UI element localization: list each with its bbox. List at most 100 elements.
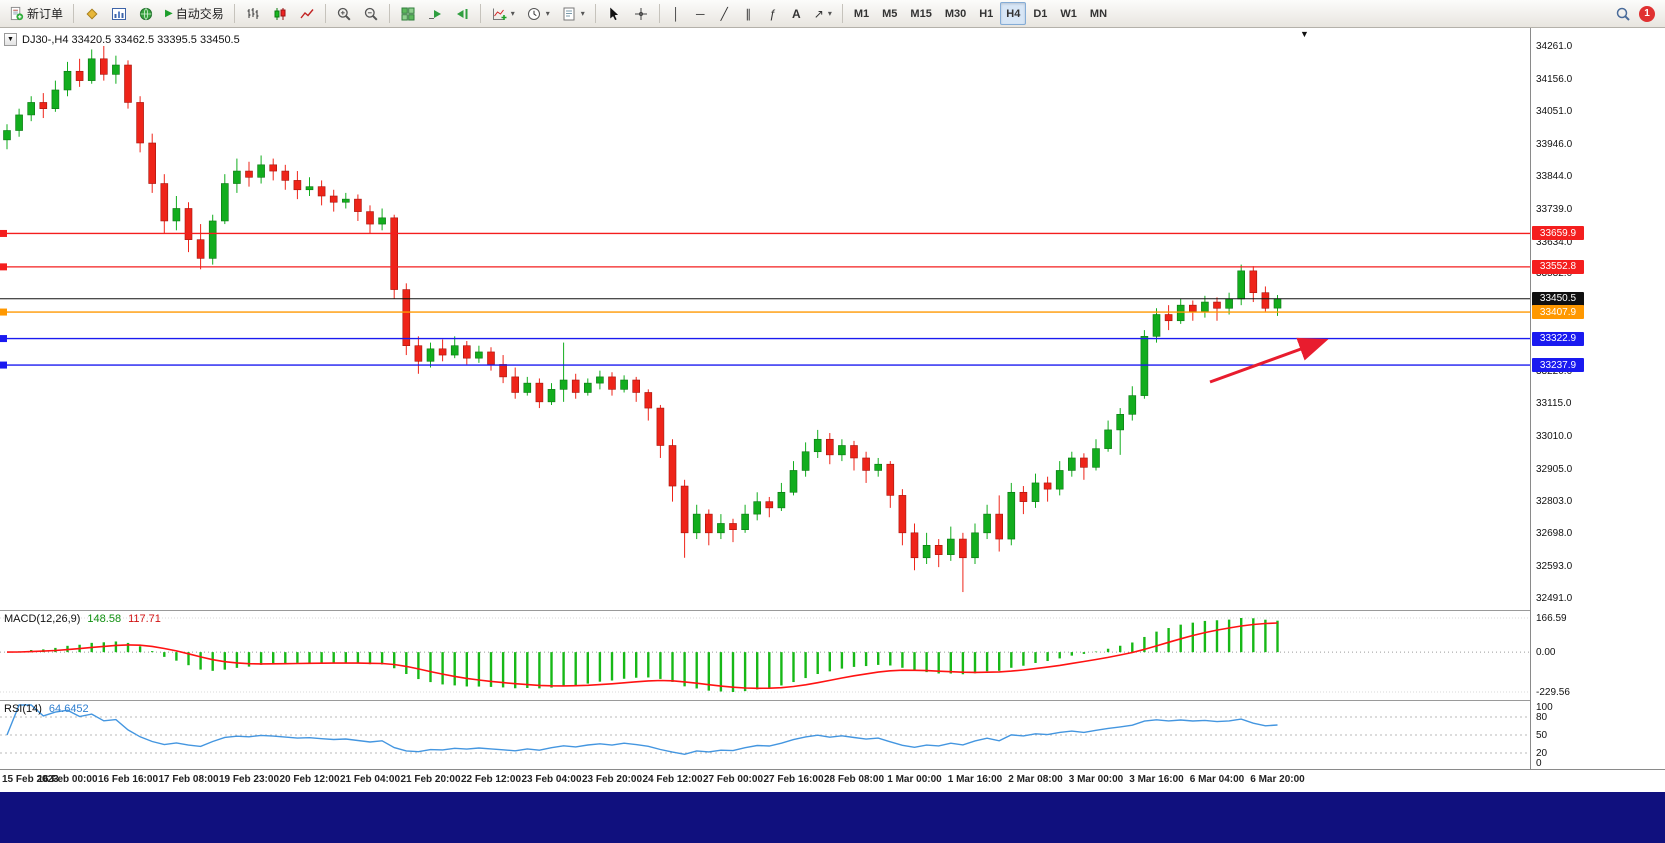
autotrading-button[interactable]: ▶ 自动交易	[160, 2, 229, 25]
bar-chart-button[interactable]	[240, 2, 266, 25]
timeframe-m15[interactable]: M15	[904, 2, 937, 25]
candle-down	[571, 379, 580, 393]
candle-up	[801, 451, 810, 471]
rsi-axis: 100 80 50 20 0	[1531, 702, 1665, 769]
macd-axis: 166.59 0.00 -229.56	[1531, 611, 1665, 701]
data-window-button[interactable]	[106, 2, 132, 25]
symbol-dropdown-button[interactable]: ▼	[4, 33, 17, 46]
price-tick: 33634.0	[1536, 236, 1573, 248]
price-tick: 33115.0	[1536, 398, 1572, 410]
candle-down	[656, 407, 665, 446]
time-axis-label: 3 Mar 00:00	[1068, 774, 1124, 785]
equidistant-channel-button[interactable]: ∥	[737, 2, 760, 25]
candle-up	[1273, 298, 1282, 309]
trend-arrow-annotation[interactable]	[1209, 337, 1329, 384]
dropdown-icon: ▾	[545, 9, 550, 18]
search-icon	[1616, 7, 1630, 21]
time-axis-label: 6 Mar 04:00	[1189, 774, 1245, 785]
candle-up	[813, 438, 822, 453]
chart-shift-marker[interactable]: ▼	[1300, 29, 1309, 39]
market-watch-button[interactable]	[79, 2, 105, 25]
timeframe-m5[interactable]: M5	[876, 2, 903, 25]
macd-header: MACD(12,26,9) 148.58 117.71	[4, 613, 161, 625]
timeframe-d1[interactable]: D1	[1027, 2, 1053, 25]
candle-down	[1019, 491, 1028, 502]
price-tick: 34261.0	[1536, 41, 1573, 52]
price-tick: 32491.0	[1536, 593, 1573, 604]
timeframe-mn[interactable]: MN	[1084, 2, 1113, 25]
zoom-in-button[interactable]	[331, 2, 357, 25]
ohlc-bars-icon	[247, 7, 259, 19]
candle-down	[487, 351, 495, 365]
zoom-out-button[interactable]	[358, 2, 384, 25]
candle-down	[100, 58, 108, 75]
rsi-axis-label: 50	[1536, 730, 1548, 741]
timeframe-h1[interactable]: H1	[973, 2, 999, 25]
toolbar-separator	[73, 4, 75, 23]
auto-scroll-icon	[428, 9, 441, 19]
time-axis-label: 19 Feb 23:00	[218, 774, 280, 785]
panel-divider[interactable]	[0, 700, 1665, 701]
candle-up	[692, 513, 701, 534]
hline-left-marker	[0, 361, 7, 369]
indicators-button[interactable]: ▾	[486, 2, 520, 25]
time-axis-label: 6 Mar 20:00	[1250, 774, 1305, 785]
candle-up	[777, 491, 786, 509]
candle-down	[462, 345, 471, 359]
trendline-button[interactable]: ╱	[713, 2, 736, 25]
channel-icon: ∥	[745, 6, 752, 21]
notification-badge[interactable]: 1	[1639, 5, 1655, 22]
vertical-line-button[interactable]: │	[665, 2, 688, 25]
rsi-axis-label: 20	[1536, 748, 1548, 759]
horizontal-line-button[interactable]: ─	[689, 2, 712, 25]
timeframe-w1[interactable]: W1	[1054, 2, 1083, 25]
price-level-box-33237.9: 33237.9	[1532, 358, 1584, 373]
chart-shift-button[interactable]	[449, 2, 475, 25]
candle-down	[1213, 301, 1221, 309]
crosshair-button[interactable]	[628, 2, 654, 25]
candle-down	[269, 164, 278, 172]
candle-down	[329, 195, 338, 203]
hline-left-marker	[0, 263, 7, 271]
candle-up	[27, 102, 36, 116]
fibonacci-button[interactable]: ƒ	[761, 2, 784, 25]
crosshair-icon	[634, 7, 647, 20]
tile-windows-button[interactable]	[395, 2, 421, 25]
candle-up	[1140, 336, 1149, 396]
globe-icon	[139, 7, 153, 20]
macd-plot[interactable]	[0, 611, 1530, 699]
candle-up	[1128, 395, 1137, 415]
templates-button[interactable]: ▾	[556, 2, 590, 25]
candlestick-plot[interactable]	[0, 28, 1530, 610]
cursor-button[interactable]	[601, 2, 627, 25]
timeframe-m1[interactable]: M1	[848, 2, 875, 25]
macd-label: MACD(12,26,9)	[4, 613, 81, 625]
auto-scroll-button[interactable]	[422, 2, 448, 25]
candlestick-chart-button[interactable]	[267, 2, 293, 25]
candle-down	[898, 495, 907, 534]
arrows-tool-button[interactable]: ↗ ▾	[809, 2, 837, 25]
timeframe-h4[interactable]: H4	[1000, 2, 1027, 25]
rsi-value: 64.6452	[48, 703, 89, 715]
candle-up	[221, 183, 229, 222]
panel-divider[interactable]	[0, 610, 1665, 611]
periods-button[interactable]: ▾	[521, 2, 555, 25]
candle-up	[922, 544, 931, 559]
candle-up	[475, 351, 483, 359]
timeframe-m30[interactable]: M30	[939, 2, 972, 25]
text-tool-button[interactable]: A	[785, 2, 808, 25]
price-tick: 32593.0	[1536, 561, 1573, 573]
search-button[interactable]	[1610, 2, 1636, 25]
candle-up	[15, 114, 23, 131]
toolbar-separator	[594, 4, 596, 23]
navigator-button[interactable]	[133, 2, 159, 25]
new-order-button[interactable]: 新订单	[4, 2, 68, 25]
candle-up	[1007, 491, 1016, 540]
rsi-plot[interactable]	[0, 702, 1530, 768]
candle-up	[620, 379, 628, 390]
candle-down	[245, 170, 253, 178]
macd-signal-value: 117.71	[128, 613, 161, 625]
candle-down	[729, 523, 737, 531]
line-chart-button[interactable]	[294, 2, 320, 25]
trendline-icon: ╱	[720, 6, 728, 21]
